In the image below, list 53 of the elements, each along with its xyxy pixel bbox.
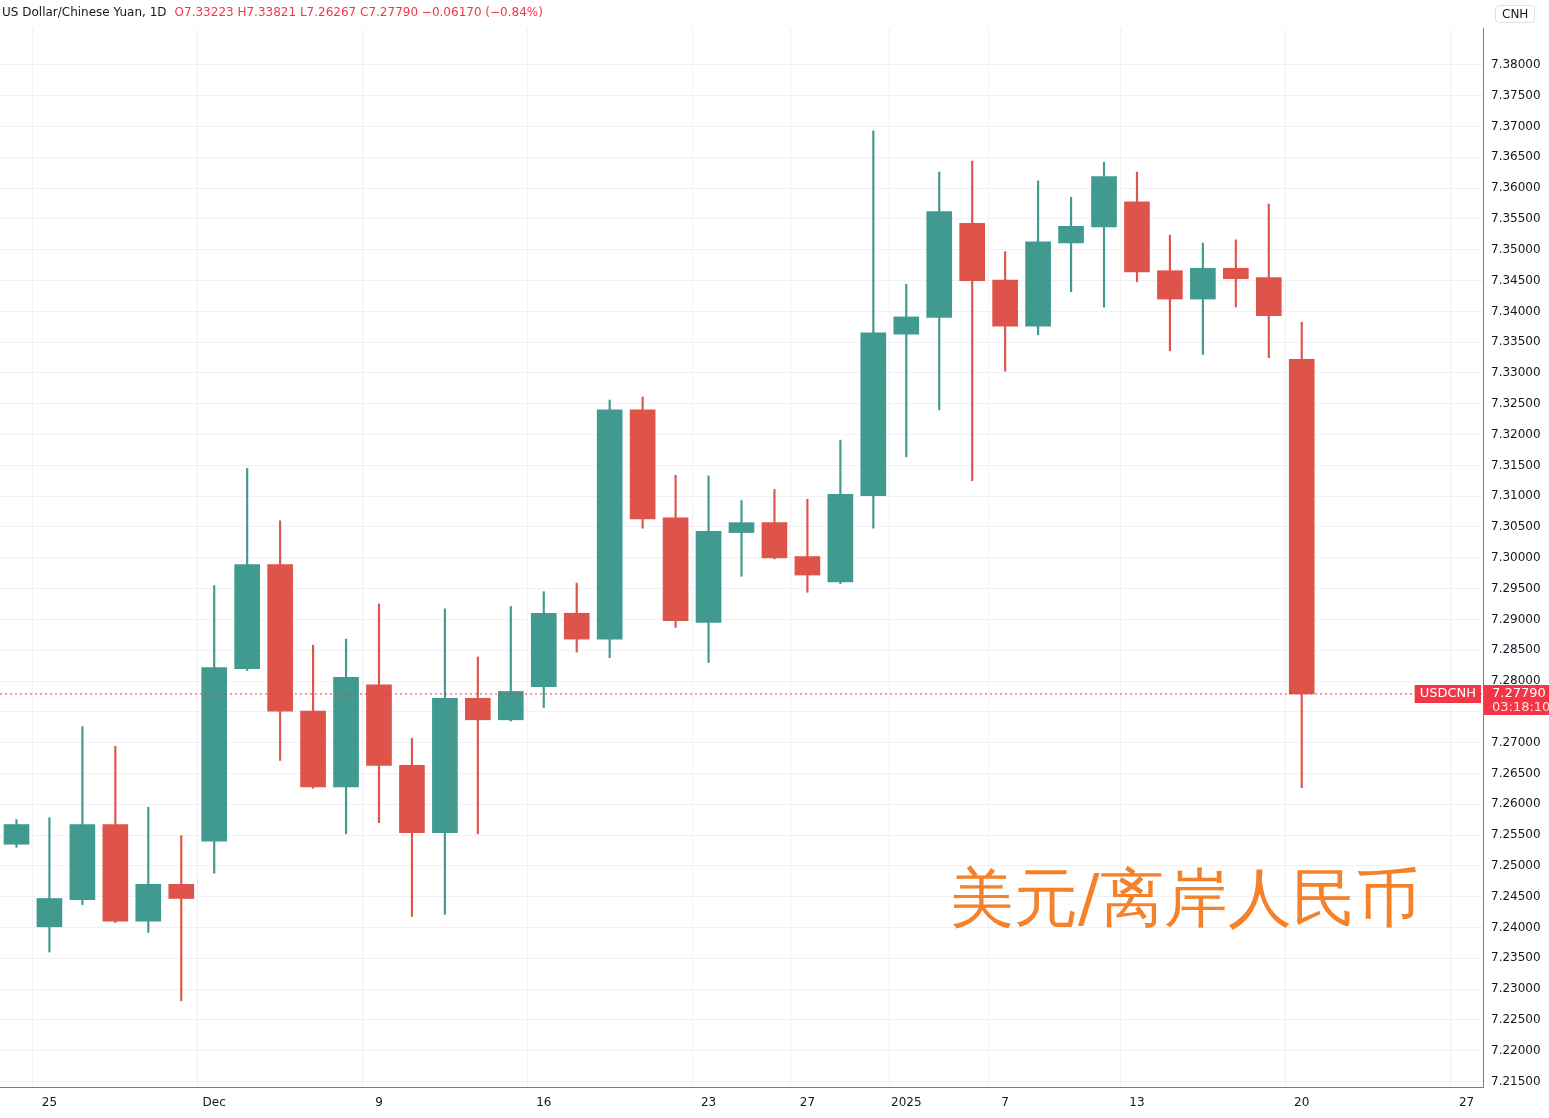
y-tick-label: 7.35000 <box>1491 241 1541 256</box>
y-tick-label: 7.38000 <box>1491 57 1541 72</box>
chart-title: US Dollar/Chinese Yuan, 1D <box>2 5 167 19</box>
y-tick-label: 7.34500 <box>1491 272 1541 287</box>
y-tick-label: 7.29500 <box>1491 580 1541 595</box>
y-tick-label: 7.29000 <box>1491 611 1541 626</box>
y-tick-label: 7.31000 <box>1491 488 1541 503</box>
y-tick-label: 7.22500 <box>1491 1011 1541 1026</box>
y-tick-label: 7.31500 <box>1491 457 1541 472</box>
x-tick-label: 20 <box>1294 1094 1310 1109</box>
ref-line-label: USDCNH <box>1419 685 1476 701</box>
x-tick-label: 16 <box>536 1094 552 1109</box>
y-tick-label: 7.34000 <box>1491 303 1541 318</box>
y-tick-label: 7.28500 <box>1491 642 1541 657</box>
y-axis-title: CNH <box>1495 5 1536 23</box>
y-tick-label: 7.37000 <box>1491 118 1541 133</box>
y-tick-label: 7.26000 <box>1491 796 1541 811</box>
y-tick-label: 7.24500 <box>1491 888 1541 903</box>
x-tick-label: Dec <box>202 1094 226 1109</box>
x-tick-label: 9 <box>375 1094 383 1109</box>
x-tick-label: 2025 <box>891 1094 922 1109</box>
y-tick-label: 7.25000 <box>1491 857 1541 872</box>
y-tick-label: 7.30500 <box>1491 519 1541 534</box>
y-tick-label: 7.24000 <box>1491 919 1541 934</box>
y-tick-label: 7.23000 <box>1491 981 1541 996</box>
y-tick-label: 7.23500 <box>1491 950 1541 965</box>
candlestick <box>728 500 755 577</box>
y-tick-label: 7.36000 <box>1491 180 1541 195</box>
y-tick-label: 7.30000 <box>1491 549 1541 564</box>
y-tick-label: 7.25500 <box>1491 827 1541 842</box>
y-tick-label: 7.21500 <box>1491 1073 1541 1088</box>
y-tick-label: 7.33000 <box>1491 365 1541 380</box>
y-tick-label: 7.27000 <box>1491 734 1541 749</box>
y-tick-label: 7.32000 <box>1491 426 1541 441</box>
y-tick-label: 7.28000 <box>1491 673 1541 688</box>
y-tick-label: 7.36500 <box>1491 149 1541 164</box>
y-tick-label: 7.37500 <box>1491 87 1541 102</box>
x-tick-label: 23 <box>700 1094 717 1109</box>
y-tick-label: 7.35500 <box>1491 211 1541 226</box>
x-tick-label: 13 <box>1129 1094 1145 1109</box>
y-tick-label: 7.26500 <box>1491 765 1541 780</box>
y-tick-label: 7.32500 <box>1491 395 1541 410</box>
x-tick-label: 7 <box>1001 1094 1009 1109</box>
x-tick-label: 27 <box>1458 1094 1475 1109</box>
x-tick-label: 25 <box>41 1094 58 1109</box>
x-tick-label: 27 <box>799 1094 816 1109</box>
y-tick-label: 7.22000 <box>1491 1042 1541 1057</box>
chart-subtitle: O7.33223 H7.33821 L7.26267 C7.27790 −0.06170 (−0.84%) <box>174 5 543 19</box>
text: 03:18:10 <box>1492 699 1549 715</box>
text: 7.27790 <box>1492 685 1546 701</box>
candlestick <box>36 817 63 953</box>
annotation: 美元/离岸人民币 <box>950 860 1420 937</box>
y-tick-label: 7.33500 <box>1491 334 1541 349</box>
